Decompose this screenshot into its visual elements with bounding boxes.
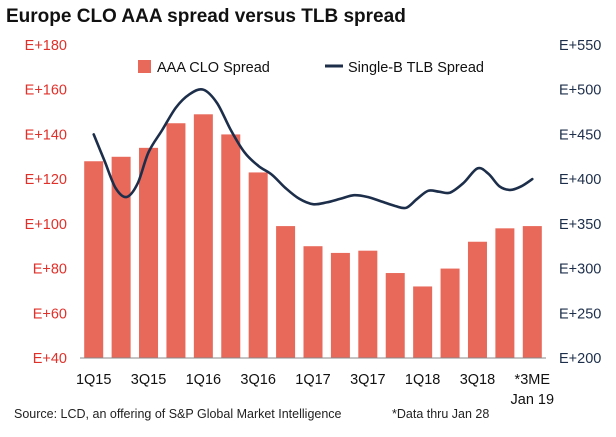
series-line-single-b-tlb-spread [92,88,534,210]
y-right-tick-label: E+350 [559,217,601,233]
bar-1q17 [303,246,323,358]
bar-3q16 [248,172,268,358]
bar-4q17 [385,273,405,358]
x-tick-label: Jan 19 [511,392,555,408]
x-tick-label: 3Q18 [460,372,495,388]
bar-2q18 [440,268,460,358]
y-left-tick-label: E+140 [25,127,67,143]
y-left-tick-label: E+180 [25,38,67,54]
y-right-tick-label: E+200 [559,351,601,367]
y-right-tick-label: E+500 [559,83,601,99]
bar-1q18 [413,286,433,358]
bar-4q15 [166,123,186,358]
y-left-tick-label: E+60 [33,306,67,322]
bar-2q15 [111,156,131,358]
y-left-tick-label: E+160 [25,83,67,99]
legend-label-aaa-clo-spread: AAA CLO Spread [157,60,270,76]
y-left-tick-label: E+120 [25,172,67,188]
bar-group [84,114,542,358]
bar-2q16 [221,134,241,358]
legend: AAA CLO Spread Single-B TLB Spread [138,60,484,76]
bar-4q16 [276,226,296,358]
legend-swatch-aaa-clo-spread [138,60,151,73]
bar-1q15 [84,161,104,358]
bar-3q15 [139,147,159,358]
y-right-tick-label: E+250 [559,306,601,322]
x-tick-label: 1Q15 [76,372,111,388]
y-left-tick-label: E+80 [33,262,67,278]
bar-2q17 [330,252,350,358]
footer-note: *Data thru Jan 28 [392,407,490,421]
x-tick-label: 1Q17 [295,372,330,388]
x-tick-label: 3Q16 [240,372,275,388]
y-right-tick-label: E+450 [559,127,601,143]
x-tick-label: 1Q18 [405,372,440,388]
y-right-tick-label: E+400 [559,172,601,188]
bar-1q16 [193,114,213,358]
y-left-tick-label: E+40 [33,351,67,367]
y-left-tick-label: E+100 [25,217,67,233]
x-tick-label: 3Q15 [131,372,166,388]
bar-4q18 [495,228,515,358]
bar--3me-jan-19 [522,226,542,358]
bar-3q17 [358,250,378,358]
footer-source: Source: LCD, an offering of S&P Global M… [14,407,342,421]
y-right-tick-label: E+300 [559,262,601,278]
chart-title: Europe CLO AAA spread versus TLB spread [6,6,406,27]
y-right-tick-label: E+550 [559,38,601,54]
x-tick-label: *3ME [515,372,551,388]
bar-3q18 [467,241,487,358]
legend-label-single-b-tlb-spread: Single-B TLB Spread [348,60,484,76]
line-group [92,88,534,210]
x-tick-label: 3Q17 [350,372,385,388]
axes-group: E+40 E+60 E+80 E+100 E+120 E+140 E+160 E+180 E+2… [25,38,602,408]
x-tick-label: 1Q16 [186,372,221,388]
